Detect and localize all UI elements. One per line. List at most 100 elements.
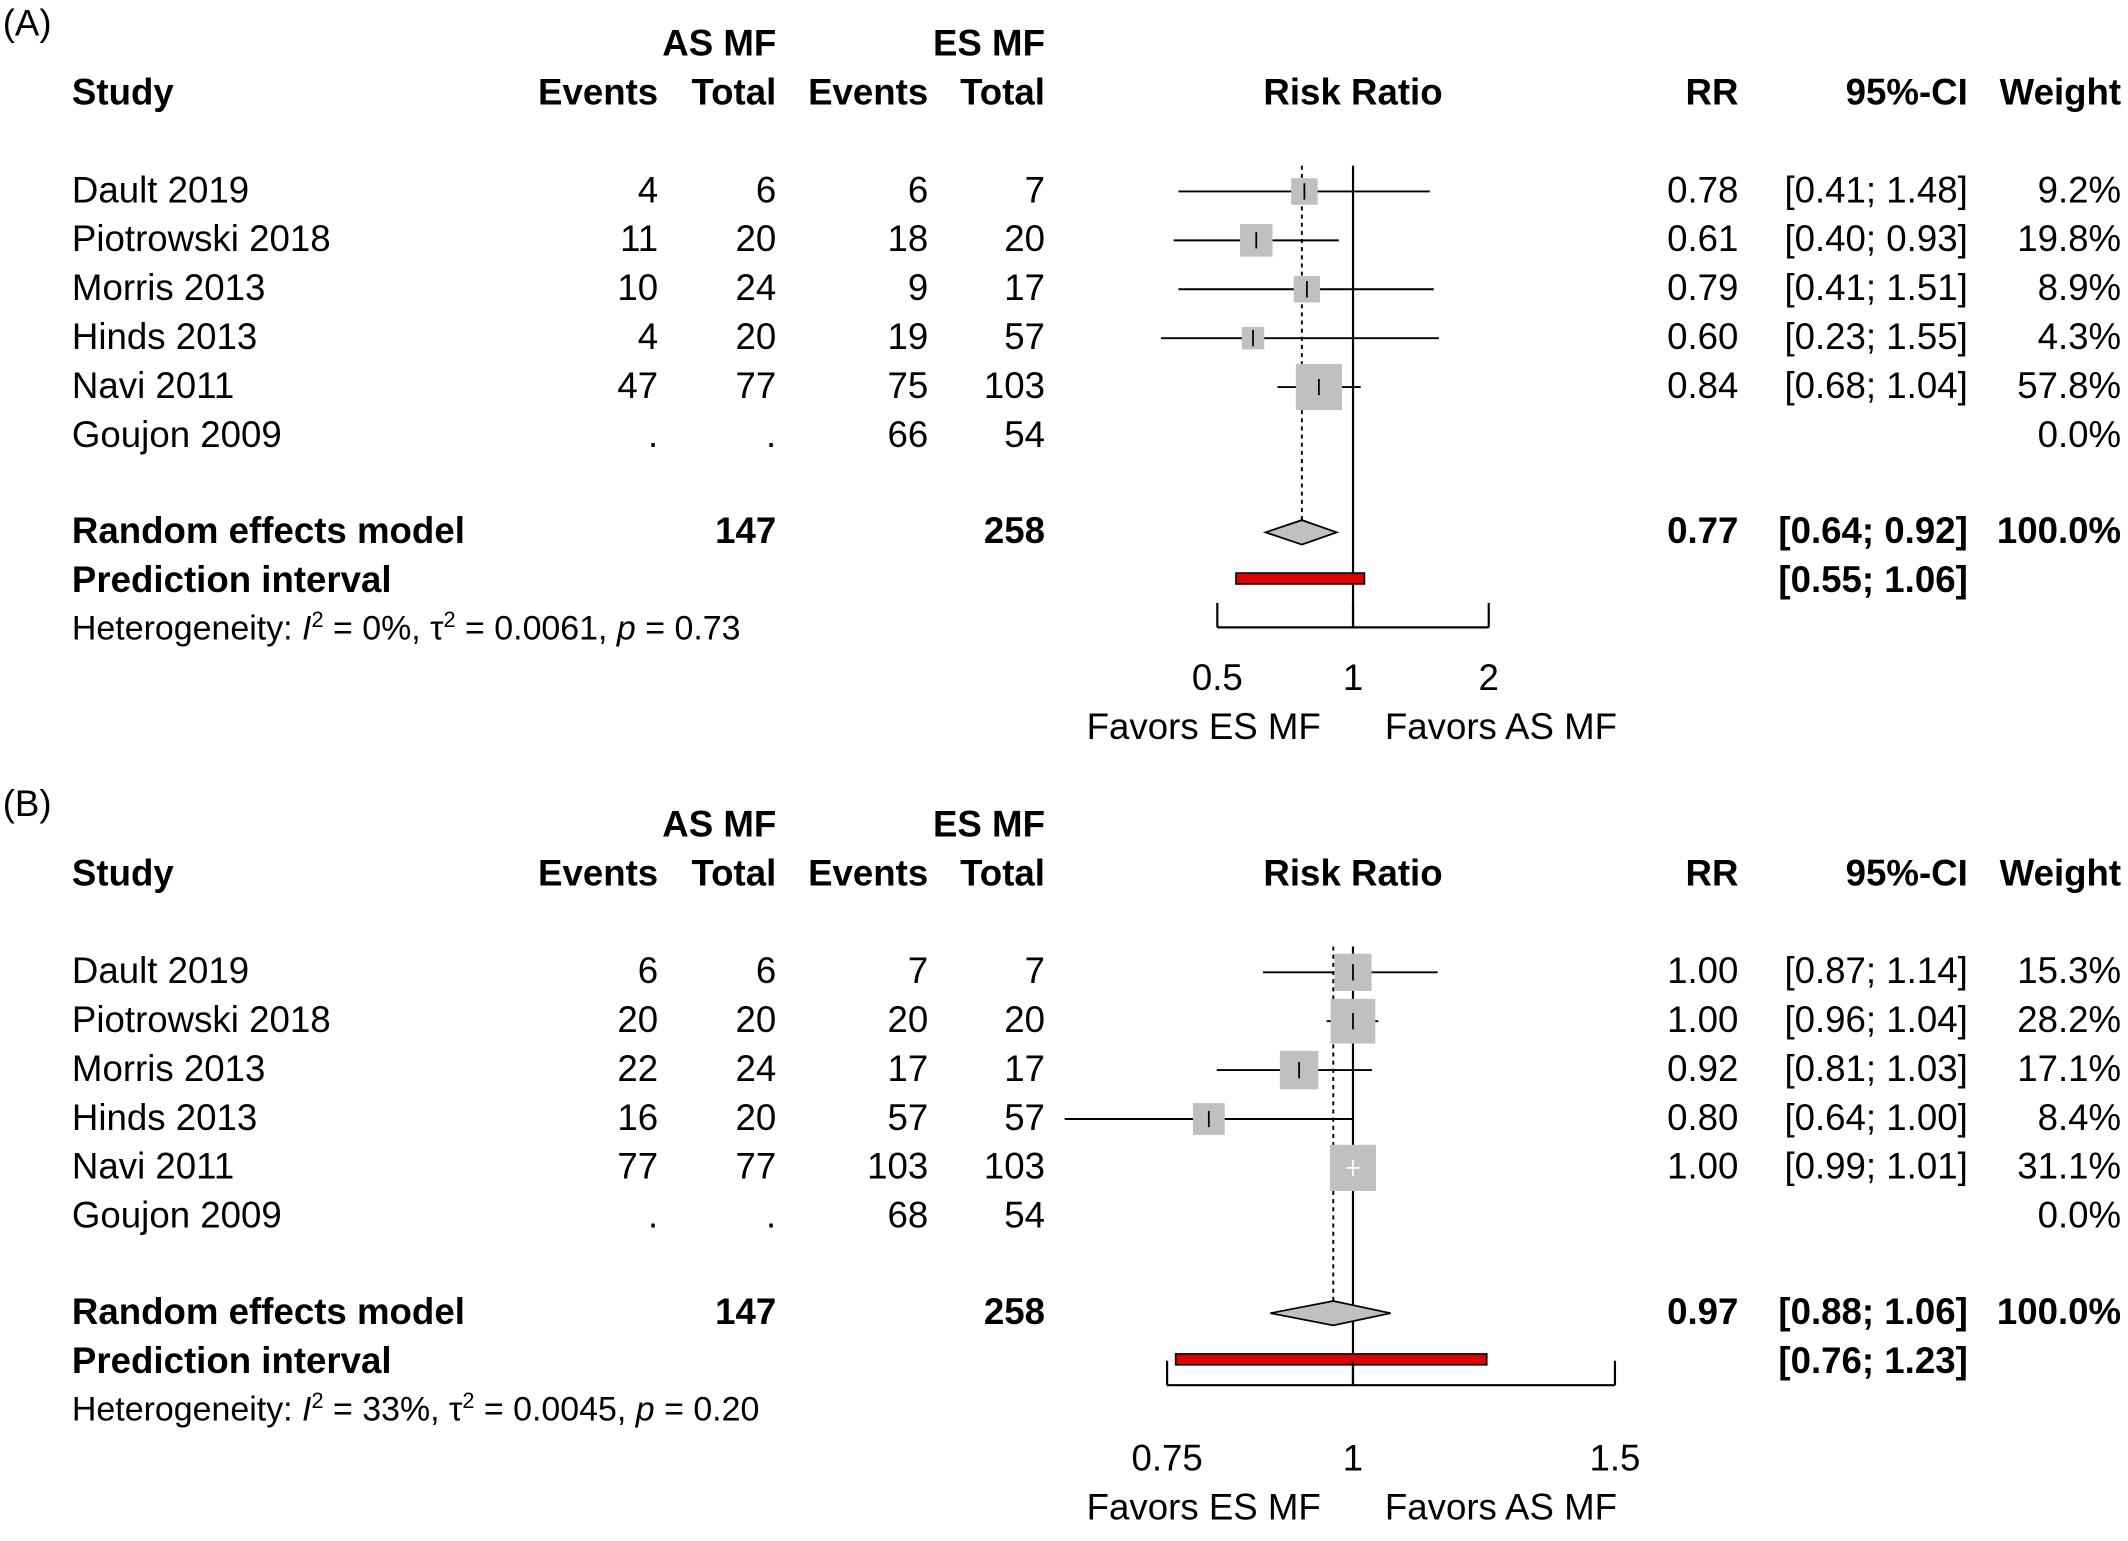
events-group1: 20 <box>617 999 659 1041</box>
total-group2: 7 <box>1024 950 1045 992</box>
total-group1: 77 <box>735 1146 777 1187</box>
prediction-interval-bar <box>1235 572 1366 585</box>
heterogeneity-text: Heterogeneity: I2 = 0%, τ2 = 0.0061, p =… <box>71 609 741 648</box>
favors-left-label: Favors ES MF <box>1086 706 1321 747</box>
events-group1: 4 <box>637 316 659 358</box>
prediction-interval-bar <box>1174 1353 1488 1366</box>
weight-value: 57.8% <box>2017 365 2122 407</box>
events-group1: . <box>647 414 659 455</box>
total-group1: 20 <box>735 1097 777 1139</box>
header-study: Study <box>71 71 174 113</box>
header-events-group2: Events <box>808 852 929 894</box>
model-weight: 100.0% <box>1996 1291 2122 1333</box>
prediction-label: Prediction interval <box>71 1340 392 1382</box>
panel-label: (A) <box>2 2 52 44</box>
total-group1: 6 <box>755 169 777 211</box>
events-group2: 57 <box>887 1097 929 1139</box>
total-group1: 20 <box>735 218 777 260</box>
p-value: = 0.73 <box>635 609 741 648</box>
total-group1: . <box>766 414 777 455</box>
panel-label: (B) <box>2 783 52 825</box>
ci-value: [0.87; 1.14] <box>1784 950 1968 992</box>
events-group1: 22 <box>617 1048 659 1090</box>
weight-value: 19.8% <box>2017 218 2122 260</box>
header-weight: Weight <box>1999 852 2122 894</box>
ci-value: [0.41; 1.48] <box>1784 169 1968 211</box>
total-group1: 20 <box>735 316 777 358</box>
rr-value: 0.80 <box>1667 1097 1739 1139</box>
model-ci: [0.64; 0.92] <box>1778 510 1968 552</box>
model-total-group1: 147 <box>715 1291 777 1333</box>
rr-value: 1.00 <box>1667 1146 1739 1187</box>
rr-value: 1.00 <box>1667 999 1739 1041</box>
favors-left-label: Favors ES MF <box>1086 1487 1321 1528</box>
events-group2: 9 <box>907 267 929 309</box>
header-total-group1: Total <box>691 71 777 113</box>
model-weight: 100.0% <box>1996 510 2122 552</box>
ci-value: [0.41; 1.51] <box>1784 267 1968 309</box>
x-tick-label: 0.5 <box>1191 657 1243 699</box>
header-plot: Risk Ratio <box>1263 852 1443 894</box>
tau2-superscript: 2 <box>443 609 456 633</box>
events-group2: 19 <box>887 316 929 358</box>
study-name: Hinds 2013 <box>71 1097 258 1139</box>
events-group1: . <box>647 1195 659 1236</box>
events-group1: 16 <box>617 1097 659 1139</box>
total-group1: 24 <box>735 1048 777 1090</box>
model-total-group2: 258 <box>983 1291 1045 1333</box>
tau2-symbol: τ <box>448 1390 463 1429</box>
tau2-superscript: 2 <box>462 1390 475 1414</box>
total-group2: 54 <box>1004 414 1045 455</box>
i2-value: = 33%, <box>323 1390 449 1429</box>
header-plot: Risk Ratio <box>1263 71 1443 113</box>
model-total-group1: 147 <box>715 510 777 552</box>
i2-symbol: I <box>302 609 312 648</box>
model-total-group2: 258 <box>983 510 1045 552</box>
forest-plot-svg <box>1064 946 1617 1387</box>
i2-superscript: 2 <box>311 609 324 633</box>
p-value: = 0.20 <box>654 1390 760 1429</box>
i2-value: = 0%, <box>323 609 431 648</box>
weight-value: 31.1% <box>2017 1146 2122 1187</box>
events-group2: 6 <box>907 169 929 211</box>
tau2-value: = 0.0061, <box>455 609 617 648</box>
heterogeneity-prefix: Heterogeneity: <box>71 609 303 648</box>
prediction-ci: [0.76; 1.23] <box>1778 1340 1968 1382</box>
x-tick-label: 0.75 <box>1131 1438 1203 1479</box>
model-rr: 0.97 <box>1667 1291 1739 1333</box>
i2-symbol: I <box>302 1390 312 1429</box>
x-tick-label: 1.5 <box>1589 1438 1641 1479</box>
forest-plot-svg <box>1160 165 1490 629</box>
study-name: Piotrowski 2018 <box>71 999 331 1041</box>
total-group2: 20 <box>1004 999 1045 1041</box>
events-group1: 11 <box>620 218 659 260</box>
header-group2: ES MF <box>932 803 1045 845</box>
total-group2: 7 <box>1024 169 1045 211</box>
ci-value: [0.99; 1.01] <box>1784 1146 1968 1187</box>
events-group1: 6 <box>637 950 659 992</box>
events-group2: 20 <box>887 999 929 1041</box>
model-label: Random effects model <box>71 510 465 552</box>
ci-value: [0.23; 1.55] <box>1784 316 1968 358</box>
events-group1: 4 <box>637 169 659 211</box>
events-group1: 10 <box>617 267 659 309</box>
total-group2: 103 <box>983 1146 1045 1187</box>
total-group2: 17 <box>1004 1048 1045 1090</box>
header-total-group2: Total <box>960 71 1045 113</box>
p-symbol: p <box>616 609 636 648</box>
ci-value: [0.96; 1.04] <box>1784 999 1968 1041</box>
ci-value: [0.81; 1.03] <box>1784 1048 1968 1090</box>
x-tick-label: 1 <box>1342 657 1364 699</box>
rr-value: 0.92 <box>1667 1048 1739 1090</box>
i2-superscript: 2 <box>311 1390 324 1414</box>
weight-value: 17.1% <box>2017 1048 2122 1090</box>
weight-value: 0.0% <box>2037 414 2122 455</box>
total-group2: 57 <box>1004 316 1045 358</box>
study-name: Dault 2019 <box>71 950 250 992</box>
header-ci: 95%-CI <box>1845 71 1968 113</box>
ci-value: [0.64; 1.00] <box>1784 1097 1968 1139</box>
model-label: Random effects model <box>71 1291 465 1333</box>
study-name: Dault 2019 <box>71 169 250 211</box>
x-tick-label: 1 <box>1342 1438 1364 1479</box>
